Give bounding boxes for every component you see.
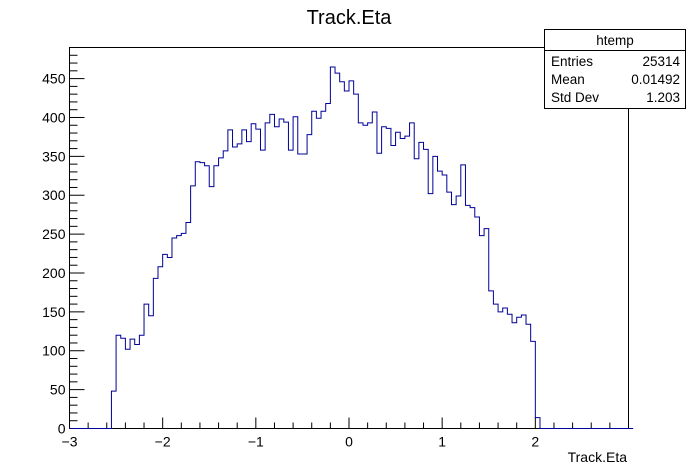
tick-labels: −3 −2 −1 0 1 2 0 50 100 150 200 250 300 350 400 450 xyxy=(42,71,539,450)
y-tick-label: 250 xyxy=(42,226,66,242)
y-tick-label: 300 xyxy=(42,187,66,203)
stats-entries-label: Entries xyxy=(551,54,593,69)
stats-stddev-label: Std Dev xyxy=(551,90,599,105)
x-tick-label: −2 xyxy=(155,434,171,450)
y-tick-label: 100 xyxy=(42,343,66,359)
x-tick-label: −1 xyxy=(248,434,264,450)
y-tick-label: 400 xyxy=(42,109,66,125)
y-tick-label: 0 xyxy=(58,421,66,437)
y-tick-label: 350 xyxy=(42,148,66,164)
x-tick-label: −3 xyxy=(62,434,78,450)
x-tick-label: 2 xyxy=(531,434,539,450)
stats-box: htemp Entries 25314 Mean 0.01492 Std Dev… xyxy=(544,29,686,109)
y-tick-label: 50 xyxy=(50,382,66,398)
stats-box-title: htemp xyxy=(596,33,634,48)
x-axis-label: Track.Eta xyxy=(568,449,628,465)
stats-box-frame xyxy=(544,29,686,109)
y-tick-label: 450 xyxy=(42,71,66,87)
x-tick-label: 1 xyxy=(438,434,446,450)
y-tick-label: 200 xyxy=(42,265,66,281)
axis-ticks xyxy=(69,47,629,429)
y-tick-label: 150 xyxy=(42,304,66,320)
stats-mean-value: 0.01492 xyxy=(631,72,680,87)
histogram-line xyxy=(69,66,634,429)
chart-title: Track.Eta xyxy=(307,7,393,29)
stats-mean-label: Mean xyxy=(551,72,585,87)
stats-stddev-value: 1.203 xyxy=(646,90,680,105)
stats-entries-value: 25314 xyxy=(642,54,680,69)
x-tick-label: 0 xyxy=(345,434,353,450)
